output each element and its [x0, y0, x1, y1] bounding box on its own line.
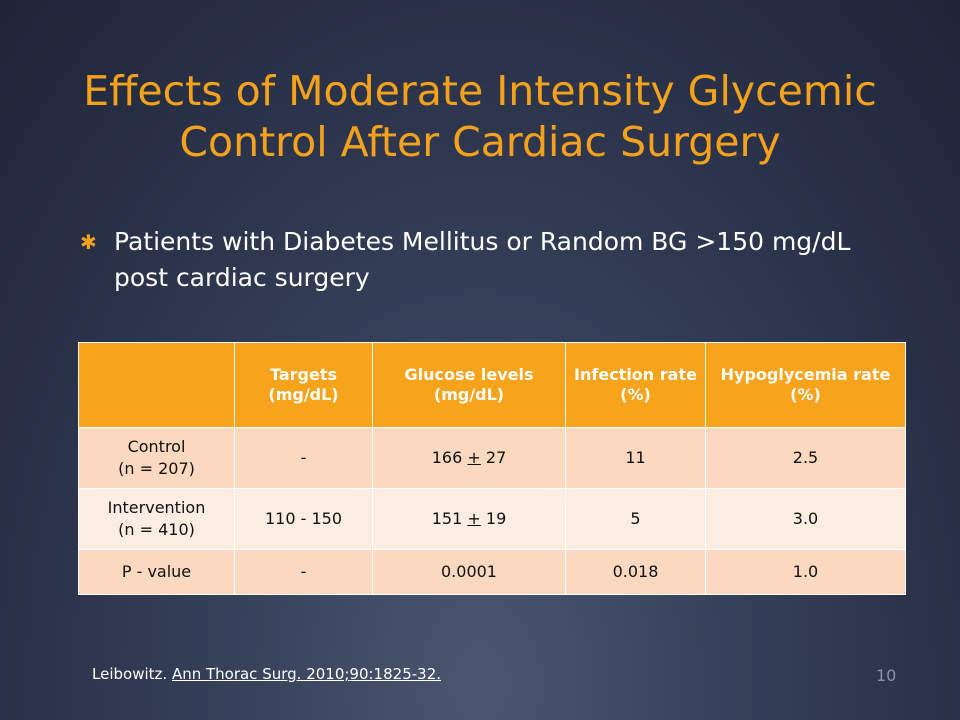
slide-title: Effects of Moderate Intensity Glycemic C…: [83, 67, 877, 166]
row-label: Control: [127, 437, 186, 456]
hypoglycemia-cell: 2.5: [705, 427, 906, 489]
infection-cell: 0.018: [565, 549, 706, 595]
glucose-cell: 166 + 27: [372, 427, 566, 489]
row-label-cell: P - value: [78, 549, 235, 595]
citation: Leibowitz. Ann Thorac Surg. 2010;90:1825…: [92, 664, 441, 684]
targets-cell: -: [234, 549, 373, 595]
glucose-sd: 19: [485, 509, 507, 528]
results-table: Targets (mg/dL) Glucose levels (mg/dL) I…: [78, 342, 906, 595]
infection-cell: 11: [565, 427, 706, 489]
header-cell-hypoglycemia: Hypoglycemia rate (%): [705, 342, 906, 428]
header-cell-infection: Infection rate (%): [565, 342, 706, 428]
plus-minus-sign: +: [467, 448, 481, 467]
glucose-mean: 151: [431, 509, 463, 528]
plus-minus-sign: +: [467, 509, 481, 528]
glucose-sd: 27: [485, 448, 507, 467]
glucose-cell: 151 + 19: [372, 488, 566, 550]
table-row: Intervention (n = 410) 110 - 150 151 + 1…: [78, 488, 906, 550]
infection-cell: 5: [565, 488, 706, 550]
header-cell-empty: [78, 342, 235, 428]
row-label-cell: Intervention (n = 410): [78, 488, 235, 550]
table-row: P - value - 0.0001 0.018 1.0: [78, 549, 906, 595]
citation-reference-link[interactable]: Ann Thorac Surg. 2010;90:1825-32.: [171, 665, 441, 683]
glucose-mean: 166: [431, 448, 463, 467]
page-number: 10: [876, 666, 897, 685]
header-cell-targets: Targets (mg/dL): [234, 342, 373, 428]
row-sublabel: (n = 410): [118, 520, 195, 539]
row-label: Intervention: [107, 498, 206, 517]
targets-cell: 110 - 150: [234, 488, 373, 550]
header-cell-glucose: Glucose levels (mg/dL): [372, 342, 566, 428]
bullet-text: Patients with Diabetes Mellitus or Rando…: [114, 227, 851, 292]
hypoglycemia-cell: 1.0: [705, 549, 906, 595]
table-row: Control (n = 207) - 166 + 27 11 2.5: [78, 427, 906, 489]
bullet-item: ✱ Patients with Diabetes Mellitus or Ran…: [80, 224, 874, 296]
glucose-cell: 0.0001: [372, 549, 566, 595]
bullet-marker-icon: ✱: [80, 230, 97, 254]
table-header-row: Targets (mg/dL) Glucose levels (mg/dL) I…: [78, 342, 906, 428]
targets-cell: -: [234, 427, 373, 489]
row-sublabel: (n = 207): [118, 459, 195, 478]
citation-author: Leibowitz.: [92, 665, 168, 683]
hypoglycemia-cell: 3.0: [705, 488, 906, 550]
row-label-cell: Control (n = 207): [78, 427, 235, 489]
